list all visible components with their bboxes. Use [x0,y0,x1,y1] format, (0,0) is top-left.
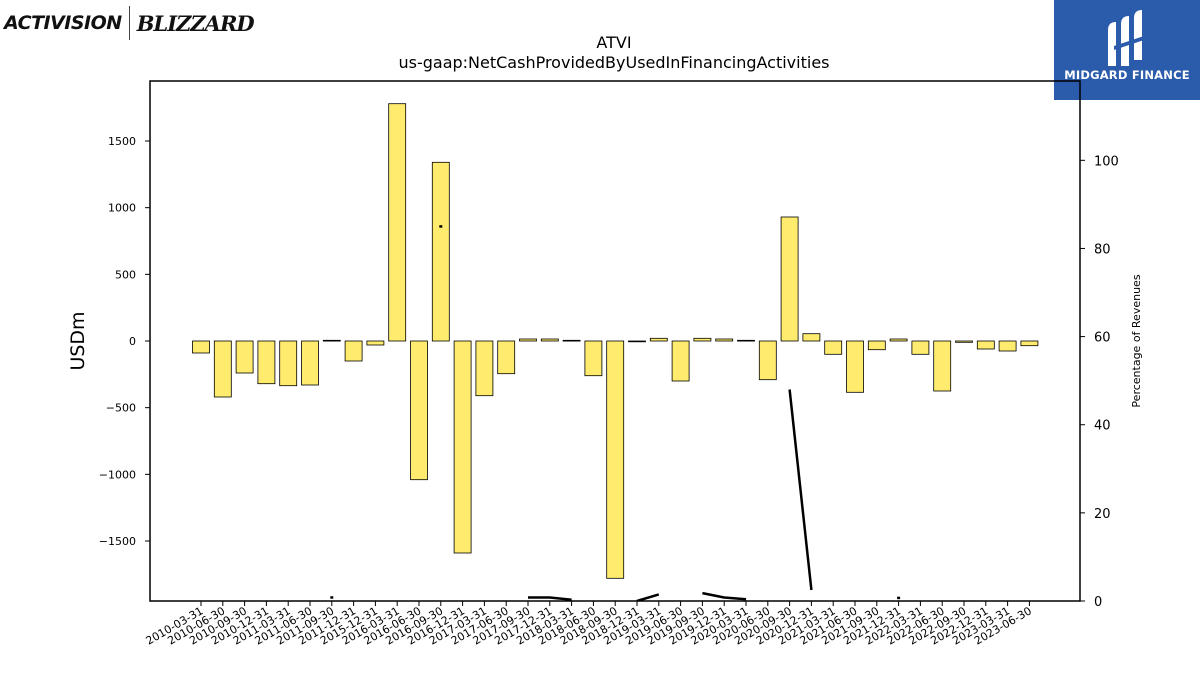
bar-2017-03-31 [475,340,494,397]
line-segment [528,596,572,601]
line-segment [636,593,660,601]
logo-divider [128,6,130,40]
bar-2023-06-30 [1020,340,1039,347]
bar-2021-03-31 [824,340,843,355]
y2-tick-label: 40 [1094,419,1111,434]
bar-2018-12-31 [628,340,646,343]
bar-2011-12-31 [344,340,363,362]
y-tick-label: 1000 [108,202,136,215]
bar-2018-06-30 [584,340,603,377]
x-axis: 2010-03-312010-06-302010-09-302010-12-31… [144,601,1034,648]
bar-2018-09-30 [606,340,625,579]
bar-2020-09-30 [780,216,799,342]
bar-2022-12-31 [976,340,995,350]
y2-tick-label: 60 [1094,331,1111,346]
midgard-mark-icon [1108,10,1144,66]
bar-2010-06-30 [213,340,232,398]
line-series [330,225,901,601]
bar-2016-09-30 [431,161,450,342]
bar-2015-12-31 [366,340,385,346]
bar-2011-03-31 [279,340,298,387]
bar-2021-12-31 [889,338,908,342]
midgard-wordmark: MIDGARD FINANCE [1064,68,1190,82]
bar-2010-12-31 [257,340,276,385]
left-y-axis: −1500 −1000 −500 0 500 1000 1500 [99,135,150,548]
bar-2022-06-30 [933,340,952,392]
bar-2023-03-31 [998,340,1017,352]
y-tick-label: 1500 [108,135,136,148]
bar-2017-09-30 [519,338,537,342]
line-segment [702,591,747,601]
y2-tick-label: 100 [1094,154,1119,169]
bar-series [192,103,1039,579]
bar-2019-12-31 [715,338,734,342]
blizzard-wordmark: BLIZZARD [136,10,255,36]
bar-2019-09-30 [693,337,712,342]
bar-2021-06-30 [846,340,864,393]
y-tick-label: 0 [129,335,136,348]
bar-2021-09-30 [867,340,886,351]
y-tick-label: −1000 [99,468,136,481]
bar-2018-03-31 [562,339,581,342]
bar-2016-06-30 [410,340,428,481]
chart-subtitle: us-gaap:NetCashProvidedByUsedInFinancing… [398,53,829,72]
bar-2017-06-30 [497,340,516,375]
bar-2020-12-31 [802,333,821,342]
y2-axis-label: Percentage of Revenues [1130,274,1143,407]
y-tick-label: 500 [115,268,136,281]
y2-tick-label: 20 [1094,507,1111,522]
activision-blizzard-logo: ACTIVISION BLIZZARD [4,4,255,42]
bar-2022-09-30 [955,340,973,343]
bar-2016-03-31 [388,103,407,342]
bar-2019-03-31 [649,337,668,342]
bar-2010-09-30 [235,340,254,374]
bar-2017-12-31 [540,338,559,342]
line-segment [788,389,813,591]
bar-2011-06-30 [301,340,319,386]
y2-tick-label: 0 [1094,595,1102,610]
bar-2010-03-31 [192,340,210,354]
bar-2020-06-30 [758,340,777,381]
bar-2020-03-31 [737,339,755,342]
bar-2011-09-30 [322,339,341,342]
chart-title: ATVI [596,33,631,52]
y-tick-label: −500 [106,402,136,415]
y-axis-label: USDm [67,311,89,370]
bar-2022-03-31 [911,340,930,355]
midgard-finance-logo: MIDGARD FINANCE [1054,0,1200,100]
bar-2019-06-30 [671,340,690,382]
y-tick-label: −1500 [99,535,136,548]
bar-2016-12-31 [453,340,472,554]
activision-wordmark: ACTIVISION [4,12,122,34]
right-y-axis: 0 20 40 60 80 100 [1080,154,1119,610]
y2-tick-label: 80 [1094,242,1111,257]
